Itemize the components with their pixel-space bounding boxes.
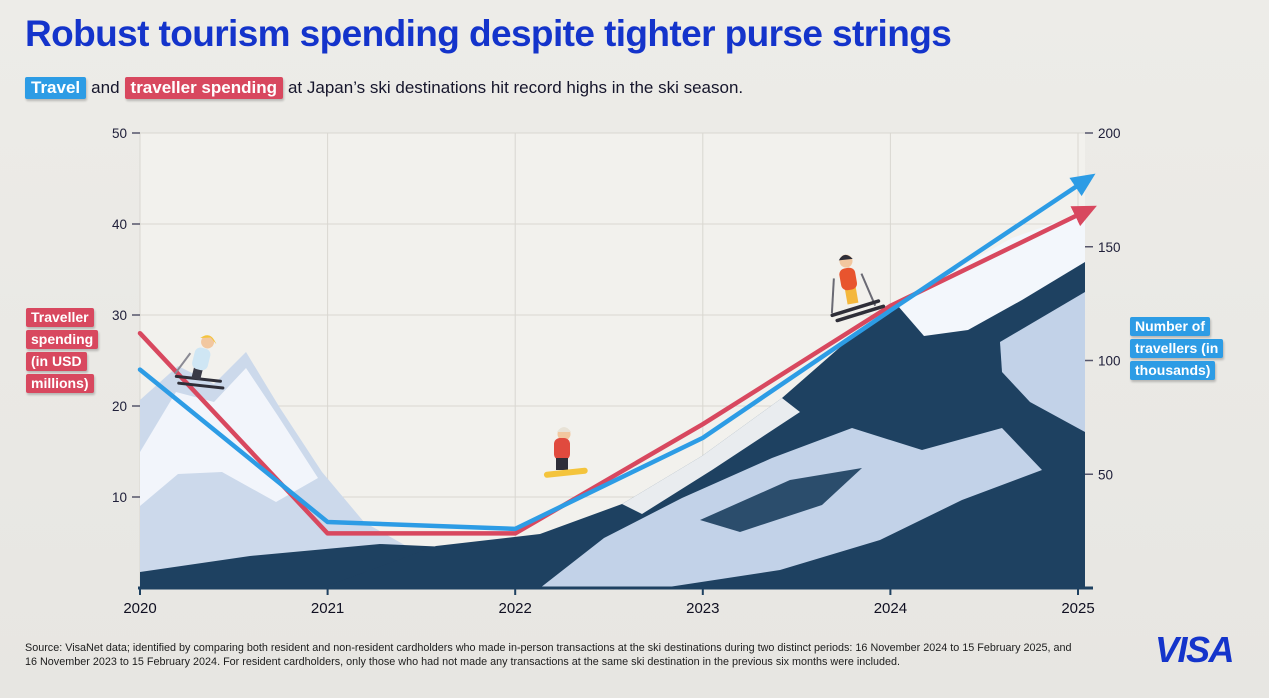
ski-pole [830, 278, 835, 314]
skier-jacket [192, 347, 211, 371]
snowboard [543, 467, 588, 478]
visa-logo: VISA [1155, 629, 1235, 670]
skier-helmet [838, 254, 853, 261]
x-tick-label: 2022 [499, 600, 532, 617]
skier-hair [200, 335, 217, 345]
snowboarder-legs [556, 458, 568, 470]
right-tick-label: 150 [1098, 240, 1121, 255]
right-axis-label-line: Number of [1130, 317, 1210, 336]
right-axis-label-line: thousands) [1130, 361, 1216, 380]
left-axis-label: Traveller spending (in USD millions) [26, 308, 99, 393]
page-title: Robust tourism spending despite tighter … [25, 13, 952, 54]
data-lines [137, 173, 1097, 536]
left-tick-label: 30 [112, 308, 127, 323]
x-tick-label: 2023 [686, 600, 719, 617]
spending-highlight-chip: traveller spending [124, 77, 283, 99]
left-axis-label-line: Traveller [26, 308, 94, 327]
snowboarder-hat [557, 427, 571, 432]
snowboarder-illustration [543, 427, 588, 478]
ski [835, 304, 886, 323]
rock-outcrop [700, 468, 862, 532]
axes: 2020 2021 2022 2023 2024 2025 10 20 30 40 50 50 100 1… [112, 126, 1121, 617]
ski [830, 299, 881, 318]
right-axis-label-line: travellers (in [1130, 339, 1224, 358]
subtitle-connector: and [91, 78, 120, 97]
travel-highlight-chip: Travel [25, 77, 87, 99]
source-note: Source: VisaNet data; identified by comp… [25, 642, 1072, 669]
skier-head [201, 335, 215, 349]
right-snow-patch [1000, 292, 1085, 432]
right-tick-label: 100 [1098, 354, 1121, 369]
left-axis-label-line: spending [26, 330, 99, 349]
left-tick-label: 20 [112, 399, 127, 414]
left-tick-label: 10 [112, 490, 127, 505]
mountain-illustration [140, 212, 1085, 588]
left-tick-label: 40 [112, 217, 127, 232]
summit-snowcap [898, 212, 1085, 336]
skier-illustration-2 [830, 254, 886, 323]
skier-pants [844, 286, 859, 305]
left-axis-label-line: millions) [26, 374, 94, 393]
right-tick-label: 200 [1098, 126, 1121, 141]
ski-figures [174, 254, 886, 478]
skier-jacket [839, 267, 858, 291]
right-axis-label: Number of travellers (in thousands) [1130, 317, 1224, 380]
subtitle-rest: at Japan’s ski destinations hit record h… [287, 78, 744, 97]
snowboarder-jacket [554, 438, 570, 460]
right-tick-label: 50 [1098, 467, 1113, 482]
skier-illustration-1 [174, 335, 225, 390]
ski [177, 381, 225, 390]
x-tick-label: 2025 [1061, 600, 1094, 617]
x-tick-label: 2024 [874, 600, 907, 617]
ski-pole [860, 273, 877, 307]
ridge-snow-edge [622, 398, 800, 514]
left-axis-label-line: (in USD [26, 352, 87, 371]
ski-pole [174, 352, 192, 375]
series-line-1 [137, 173, 1096, 532]
subtitle: Travel and traveller spending at Japan’s… [25, 77, 743, 99]
left-mountain-snow [140, 368, 318, 506]
left-tick-label: 50 [112, 126, 127, 141]
x-tick-label: 2020 [123, 600, 156, 617]
x-tick-label: 2021 [311, 600, 344, 617]
